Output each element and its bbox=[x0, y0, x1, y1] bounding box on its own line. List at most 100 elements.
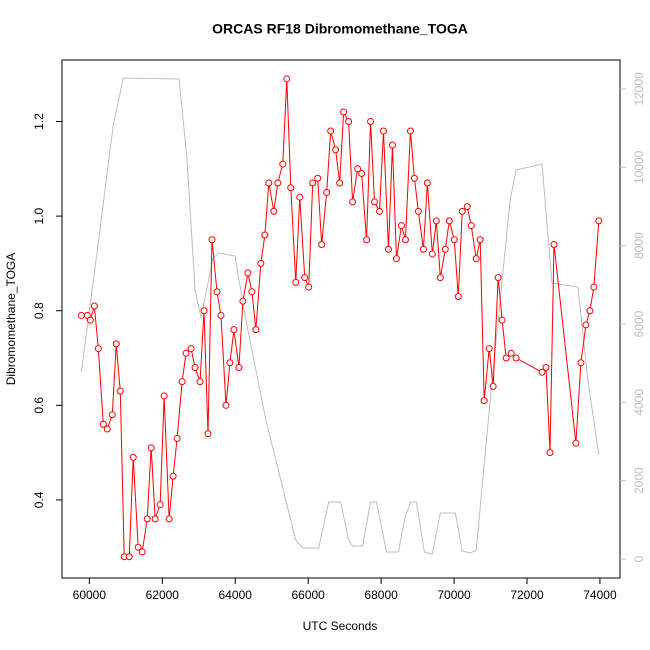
point bbox=[314, 174, 322, 182]
point bbox=[586, 307, 594, 315]
point bbox=[305, 283, 313, 291]
point bbox=[77, 311, 85, 319]
point bbox=[445, 217, 453, 225]
point bbox=[441, 245, 449, 253]
point bbox=[401, 236, 409, 244]
point bbox=[367, 117, 375, 125]
point bbox=[279, 160, 287, 168]
x-tick-label: 66000 bbox=[291, 588, 325, 602]
point bbox=[349, 198, 357, 206]
point bbox=[182, 349, 190, 357]
point bbox=[138, 548, 146, 556]
point bbox=[265, 179, 273, 187]
point bbox=[261, 231, 269, 239]
point bbox=[472, 255, 480, 263]
y-tick-label: 0.6 bbox=[32, 397, 46, 414]
point bbox=[108, 411, 116, 419]
point bbox=[577, 359, 585, 367]
point bbox=[112, 340, 120, 348]
point bbox=[323, 188, 331, 196]
y2-tick-label: 0 bbox=[632, 555, 646, 562]
point bbox=[432, 217, 440, 225]
point bbox=[582, 321, 590, 329]
point bbox=[230, 326, 238, 334]
point bbox=[458, 207, 466, 215]
point bbox=[143, 515, 151, 523]
y2-tick-label: 8000 bbox=[632, 232, 646, 259]
point bbox=[489, 382, 497, 390]
plot-box bbox=[61, 59, 621, 579]
point bbox=[512, 354, 520, 362]
point bbox=[423, 179, 431, 187]
point bbox=[200, 307, 208, 315]
point bbox=[217, 311, 225, 319]
point bbox=[103, 425, 111, 433]
y2-tick-label: 2000 bbox=[632, 467, 646, 494]
point bbox=[301, 274, 309, 282]
point bbox=[173, 434, 181, 442]
x-tick-label: 60000 bbox=[73, 588, 107, 602]
point bbox=[151, 515, 159, 523]
point bbox=[388, 141, 396, 149]
point bbox=[345, 117, 353, 125]
point bbox=[502, 354, 510, 362]
point bbox=[327, 127, 335, 135]
point bbox=[494, 274, 502, 282]
y-tick-label: 0.4 bbox=[32, 491, 46, 508]
point bbox=[397, 222, 405, 230]
x-tick-label: 68000 bbox=[364, 588, 398, 602]
point bbox=[165, 515, 173, 523]
point bbox=[222, 401, 230, 409]
point bbox=[90, 302, 98, 310]
point bbox=[296, 193, 304, 201]
point bbox=[332, 146, 340, 154]
point bbox=[358, 170, 366, 178]
point bbox=[169, 472, 177, 480]
point bbox=[213, 288, 221, 296]
x-tick-label: 70000 bbox=[437, 588, 471, 602]
point bbox=[196, 378, 204, 386]
point bbox=[392, 255, 400, 263]
point bbox=[270, 207, 278, 215]
point bbox=[99, 420, 107, 428]
point bbox=[292, 278, 300, 286]
point bbox=[252, 326, 260, 334]
point bbox=[204, 430, 212, 438]
y2-tick-label: 6000 bbox=[632, 310, 646, 337]
point bbox=[354, 165, 362, 173]
point bbox=[147, 444, 155, 452]
point bbox=[226, 359, 234, 367]
x-tick-label: 72000 bbox=[510, 588, 544, 602]
point bbox=[436, 274, 444, 282]
point bbox=[595, 217, 603, 225]
point bbox=[498, 316, 506, 324]
point bbox=[507, 349, 515, 357]
point bbox=[248, 288, 256, 296]
point bbox=[156, 501, 164, 509]
point bbox=[454, 293, 462, 301]
x-axis-label: UTC Seconds bbox=[303, 619, 378, 633]
y-tick-label: 1.0 bbox=[32, 207, 46, 224]
y-tick-label: 1.2 bbox=[32, 113, 46, 130]
y2-tick-label: 12000 bbox=[632, 72, 646, 106]
point bbox=[419, 245, 427, 253]
point bbox=[191, 363, 199, 371]
point bbox=[274, 179, 282, 187]
point bbox=[428, 250, 436, 258]
point bbox=[235, 363, 243, 371]
point bbox=[318, 240, 326, 248]
point bbox=[129, 453, 137, 461]
point bbox=[376, 207, 384, 215]
point bbox=[125, 553, 133, 561]
point bbox=[590, 283, 598, 291]
chart-title: ORCAS RF18 Dibromomethane_TOGA bbox=[212, 21, 468, 37]
point bbox=[239, 297, 247, 305]
point bbox=[371, 198, 379, 206]
point bbox=[363, 236, 371, 244]
point bbox=[538, 368, 546, 376]
point bbox=[283, 75, 291, 83]
x-tick-label: 74000 bbox=[583, 588, 617, 602]
y2-tick-label: 4000 bbox=[632, 389, 646, 416]
